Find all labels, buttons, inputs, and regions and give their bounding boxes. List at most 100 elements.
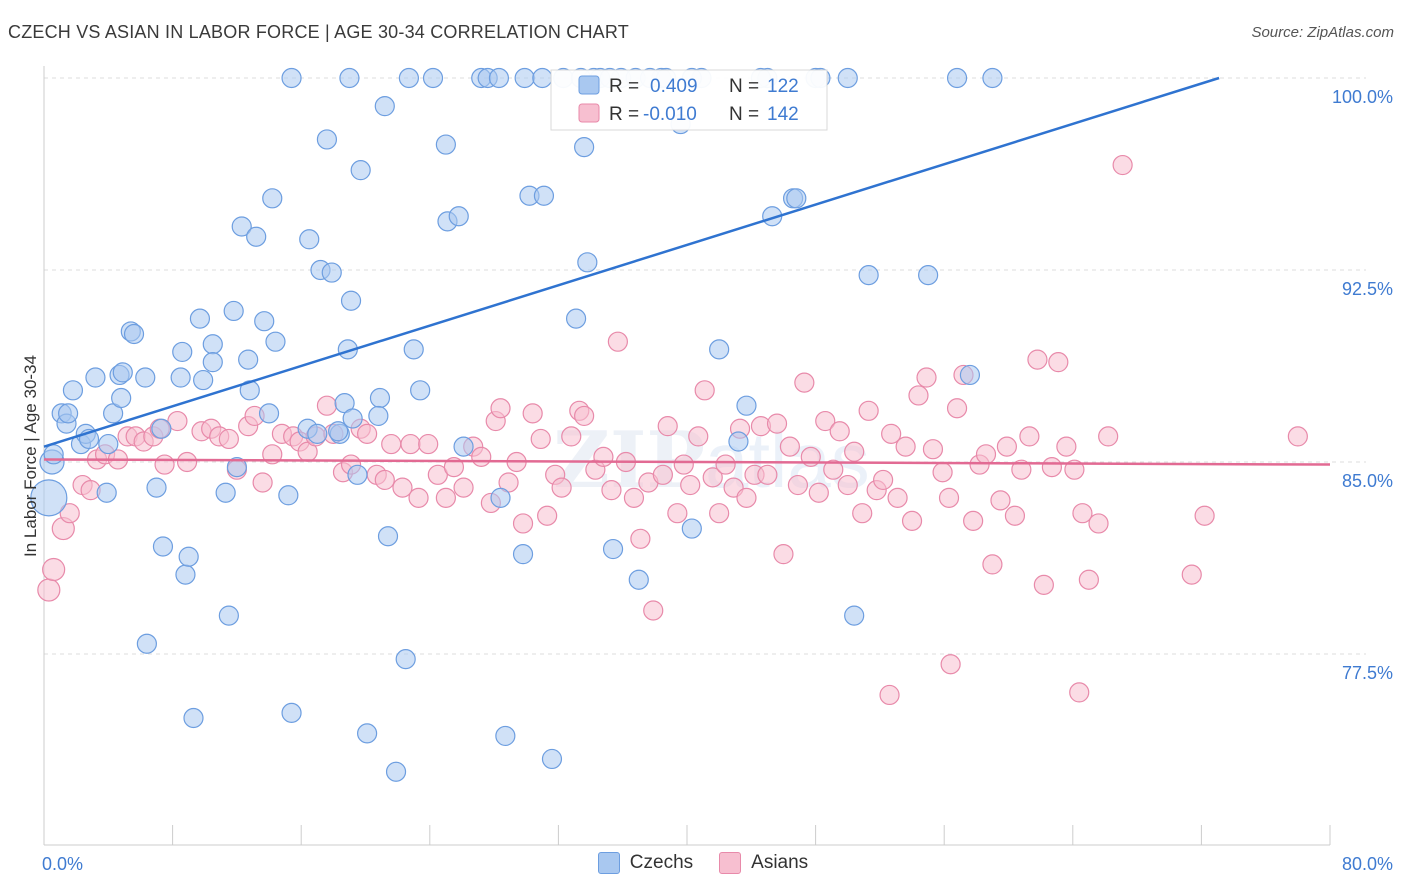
asian-point (881, 423, 902, 444)
czech-point (246, 226, 267, 247)
asian-point (975, 444, 997, 465)
asian-point (990, 490, 1011, 511)
y-tick-label: 77.5% (1342, 663, 1393, 683)
czech-point (918, 265, 939, 286)
legend-czechs-label: Czechs (629, 852, 694, 873)
czech-point (136, 633, 157, 654)
czech-point (62, 380, 84, 401)
czech-point (151, 418, 172, 439)
asian-point (996, 436, 1017, 457)
czech-point (395, 649, 416, 670)
czech-point (340, 290, 362, 311)
asian-point (715, 454, 736, 475)
czech-point (58, 403, 79, 424)
asian-point (908, 385, 929, 406)
asian-point (1181, 564, 1202, 585)
asian-point (1064, 459, 1085, 480)
czech-point (342, 408, 363, 429)
czech-point (982, 67, 1003, 89)
czech-point (786, 188, 807, 209)
asian-point (829, 421, 850, 442)
asian-point (42, 557, 66, 582)
czech-point (628, 569, 649, 590)
asian-point (823, 459, 844, 480)
czech-point (959, 364, 981, 386)
asian-point (879, 684, 900, 706)
czech-point (112, 362, 133, 383)
czech-point (681, 518, 702, 539)
czech-point (398, 67, 420, 89)
asian-point (1112, 154, 1133, 176)
asian-point (374, 469, 395, 491)
czech-point (223, 300, 244, 322)
asian-point (408, 487, 429, 508)
legend-czech-n-value: 122 (767, 76, 799, 97)
czech-point (30, 479, 68, 517)
czech-point (403, 339, 424, 360)
source-label: Source: ZipAtlas.com (1251, 24, 1394, 41)
czech-point (254, 311, 275, 332)
legend-asian-swatch (578, 103, 600, 123)
asian-point (418, 433, 439, 455)
czech-point (226, 457, 247, 478)
asian-point (1004, 505, 1026, 526)
trendlines (43, 76, 1331, 466)
asian-point (357, 423, 378, 444)
asian-point (852, 503, 873, 524)
asian-point (657, 416, 678, 437)
czech-point (202, 352, 223, 373)
asian-point (815, 410, 836, 432)
czech-point (189, 308, 211, 329)
asian-point (680, 474, 701, 496)
asian-point (709, 503, 730, 524)
czech-point (316, 129, 338, 150)
czech-point (238, 349, 259, 370)
asian-point (490, 398, 511, 419)
czech-point (281, 67, 302, 89)
asian-point (512, 513, 534, 534)
czech-point (844, 605, 865, 626)
asian-point (435, 487, 456, 508)
czech-point (377, 526, 399, 547)
legend-top: R = 0.409 N = 122 R = -0.010 N = 142 (550, 69, 828, 131)
czech-point (178, 546, 199, 567)
czech-point (146, 477, 167, 498)
asian-point (1098, 426, 1119, 447)
asian-point (667, 503, 688, 524)
asian-point (537, 505, 558, 526)
asian-point (601, 480, 622, 501)
asian-point (427, 464, 448, 485)
asian-point (316, 395, 338, 416)
czech-point (488, 67, 510, 89)
czech-point (193, 369, 214, 391)
czech-point (410, 380, 431, 401)
x-tick-label-max: 80.0% (1342, 854, 1393, 874)
legend-asians-swatch (719, 852, 742, 874)
y-tick-label: 85.0% (1342, 471, 1393, 491)
legend-asian-n-label: N = (729, 104, 759, 125)
asian-point (471, 446, 492, 467)
asian-point (901, 510, 923, 531)
asian-point (176, 451, 198, 473)
czech-point (490, 487, 511, 508)
asian-point (218, 428, 239, 450)
asian-point (1027, 349, 1048, 370)
czech-trendline (43, 76, 1220, 448)
asian-point (1011, 459, 1032, 480)
asian-point (1041, 457, 1063, 478)
czech-point (215, 482, 236, 503)
y-tick-labels: 77.5% 85.0% 92.5% 100.0% (1332, 87, 1393, 683)
czech-point (111, 387, 132, 409)
asian-point (1194, 505, 1215, 526)
asian-point (787, 474, 809, 496)
czech-point (532, 67, 553, 89)
asian-point (844, 441, 865, 462)
asian-point (37, 578, 61, 602)
czech-point (512, 544, 534, 565)
asian-point (858, 400, 879, 421)
czech-point (321, 262, 342, 283)
asian-point (916, 367, 937, 388)
asian-point (607, 331, 628, 352)
legend-czech-n-label: N = (729, 76, 759, 97)
